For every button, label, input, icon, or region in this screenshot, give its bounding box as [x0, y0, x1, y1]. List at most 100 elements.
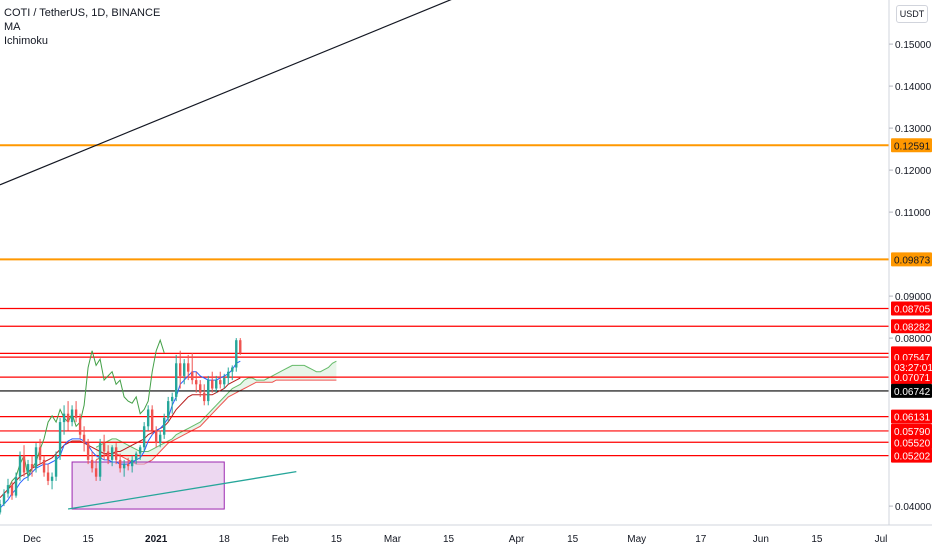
price-tick-label: 0.09000 [895, 292, 932, 303]
candle-body [6, 485, 10, 494]
time-axis: Dec 15 2021 18 Feb 15 Mar 15 Apr 15 May 17 Jun 15 Jul [0, 524, 932, 545]
candle [231, 365, 234, 381]
candle-body [199, 384, 202, 393]
time-tick-label: Mar [384, 534, 402, 545]
candle-body [231, 367, 234, 372]
candle-body [78, 417, 82, 435]
price-tick-label: 0.04000 [895, 502, 932, 513]
candle [118, 453, 122, 473]
price-level-label: 0.07547 [894, 353, 931, 364]
price-level-label-bg [891, 435, 932, 450]
candle-body [203, 392, 206, 402]
candle-body [179, 363, 182, 376]
candle [90, 451, 94, 473]
candle [146, 405, 150, 431]
trend-line [0, 0, 452, 186]
candle-body [187, 363, 190, 372]
price-tick-label: 0.14000 [895, 82, 932, 93]
candle-body [154, 430, 158, 444]
price-level-label: 0.06742 [894, 387, 931, 398]
candle-body [142, 426, 146, 448]
price-level-label-bg [891, 409, 932, 424]
candle [98, 438, 102, 481]
time-tick-label: 2021 [145, 534, 168, 545]
price-level-label: 0.05202 [894, 452, 931, 463]
candle-body [114, 447, 118, 460]
candle [142, 422, 146, 452]
time-tick-label: 15 [567, 534, 579, 545]
candle-body [26, 464, 30, 473]
candle [78, 413, 82, 439]
chart-legend: COTI / TetherUS, 1D, BINANCE MA Ichimoku [4, 6, 160, 48]
candle [50, 472, 54, 490]
candle-body [239, 340, 242, 354]
candle-body [227, 371, 230, 378]
candle [207, 375, 210, 406]
candle-body [118, 459, 122, 469]
price-level-label: 0.08282 [894, 322, 931, 333]
candle-body [70, 409, 74, 423]
candle-body [146, 409, 150, 427]
candle-body [122, 464, 126, 469]
time-tick-label: 15 [83, 534, 95, 545]
candle [30, 455, 34, 477]
price-level-label: 0.05790 [894, 427, 931, 438]
price-tick-label: 0.11000 [895, 208, 931, 219]
candle-body [166, 401, 170, 418]
candle-body [215, 380, 218, 389]
candle [150, 405, 154, 435]
candle-body [22, 455, 26, 473]
candle [191, 352, 194, 385]
time-tick-label: 18 [219, 534, 231, 545]
time-tick-label: May [627, 534, 646, 545]
candle [219, 371, 222, 389]
price-level-label-bg [891, 252, 932, 267]
candle [38, 438, 42, 465]
currency-button[interactable]: USDT [896, 5, 928, 23]
candle [46, 464, 50, 486]
candle [106, 445, 110, 465]
candle [34, 443, 38, 473]
candle-body [223, 378, 226, 385]
candle-body [219, 380, 222, 385]
candles [0, 338, 242, 515]
price-tick-label: 0.15000 [895, 40, 932, 51]
candle [110, 445, 114, 467]
candle [70, 405, 74, 427]
moving-average-line [67, 471, 297, 510]
indicator-ichimoku-label[interactable]: Ichimoku [4, 35, 49, 47]
candle-body [38, 447, 42, 460]
candle [18, 451, 22, 481]
candle [14, 472, 18, 498]
symbol-title[interactable]: COTI / TetherUS, 1D, BINANCE [4, 7, 161, 19]
candle-body [110, 447, 114, 460]
candle [130, 455, 134, 473]
candle-body [162, 417, 166, 435]
time-tick-label: Feb [272, 534, 290, 545]
candle-body [183, 363, 186, 376]
candle [10, 481, 14, 500]
candle [203, 384, 206, 406]
price-level-label: 0.08705 [894, 304, 931, 315]
candle-body [90, 459, 94, 469]
candle [22, 445, 26, 477]
candle [0, 499, 2, 515]
candle [122, 459, 126, 477]
candle [114, 443, 118, 465]
candle [170, 392, 174, 414]
candle [174, 354, 178, 402]
candle [179, 350, 182, 389]
candle-body [94, 468, 98, 477]
candle-body [170, 396, 174, 402]
candle [42, 455, 46, 477]
price-level-label: 0.05520 [894, 438, 931, 449]
time-tick-label: Apr [509, 534, 525, 545]
candle-body [211, 380, 214, 389]
indicator-ma-label[interactable]: MA [4, 21, 21, 33]
candle-body [102, 443, 106, 452]
candle [235, 338, 238, 372]
candle [126, 457, 130, 471]
candle [223, 373, 226, 389]
